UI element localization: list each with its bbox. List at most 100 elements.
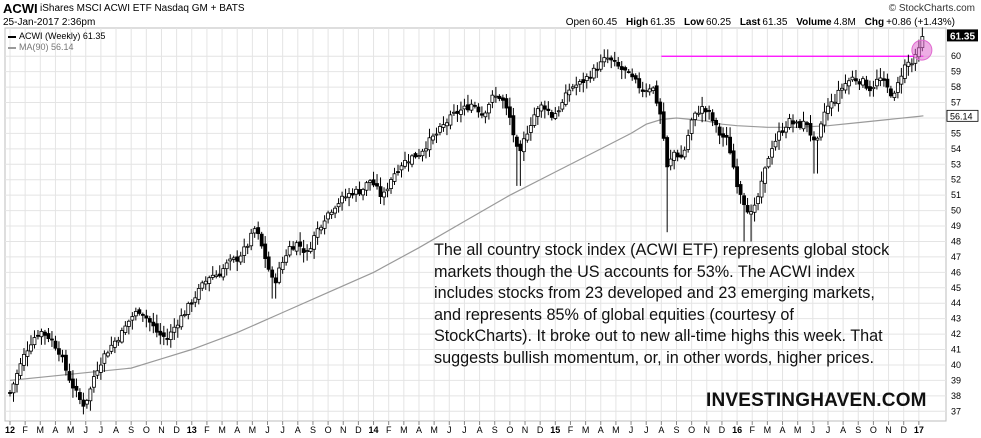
candle-body-up <box>343 196 348 199</box>
x-tick-label: S <box>855 425 861 435</box>
candle <box>189 299 194 312</box>
legend-ma-swatch <box>8 46 16 49</box>
candle <box>294 240 299 256</box>
candle <box>675 149 680 162</box>
x-tick-label: A <box>416 425 422 435</box>
candle <box>459 101 463 123</box>
candle-body-down <box>546 108 551 112</box>
candle-body-up <box>399 165 404 171</box>
candle <box>81 392 86 415</box>
y-tick-label: 42 <box>951 329 961 339</box>
candle-body-up <box>801 120 806 130</box>
candle-body-down <box>588 76 593 79</box>
candle <box>563 84 568 107</box>
candle-body-up <box>448 114 453 126</box>
y-tick-label: 44 <box>951 298 961 308</box>
y-tick-label: 57 <box>951 98 961 108</box>
candle-body-up <box>840 87 844 91</box>
highlight-circle <box>911 39 933 61</box>
candle-body-down <box>675 152 680 158</box>
candle <box>354 186 358 202</box>
candle-body-up <box>438 126 442 133</box>
candle <box>256 221 261 240</box>
candle-body-down <box>738 184 743 195</box>
symbol-description: iShares MSCI ACWI ETF Nasdaq GM + BATS <box>40 3 245 14</box>
ohlc-high-label: High <box>625 17 649 28</box>
candle <box>574 76 579 96</box>
x-tick-label: S <box>673 425 679 435</box>
candle <box>64 349 68 376</box>
candle <box>473 101 477 109</box>
candle-body-down <box>350 193 355 196</box>
candle <box>759 171 764 204</box>
candle-body-up <box>749 211 753 215</box>
candle <box>413 151 418 159</box>
candle <box>168 324 173 348</box>
candle-body-up <box>312 235 317 250</box>
candle <box>728 127 732 155</box>
candle <box>224 259 229 276</box>
candle-body-up <box>238 255 243 263</box>
candle-body-up <box>756 196 760 204</box>
candle <box>308 241 313 254</box>
annotation-line: suggests bullish momentum, or, in other … <box>434 348 874 367</box>
candle-body-up <box>88 388 93 402</box>
candle-body-up <box>535 108 540 117</box>
candle <box>32 330 37 349</box>
candle-body-up <box>577 81 582 85</box>
candle-body-up <box>175 324 180 329</box>
candle-body-up <box>112 340 117 348</box>
candle-body-up <box>553 113 558 119</box>
candle <box>535 105 540 125</box>
candle <box>466 94 470 113</box>
y-tick-label: 47 <box>951 252 961 262</box>
candle-body-down <box>137 309 142 314</box>
candle <box>542 100 547 119</box>
candle <box>780 122 785 136</box>
candle <box>399 162 404 178</box>
x-tick-label: A <box>477 425 483 435</box>
candle <box>74 378 79 398</box>
candle-body-up <box>105 352 110 357</box>
candle-body-up <box>895 82 900 93</box>
candle-body-up <box>403 160 407 167</box>
candle <box>682 146 687 160</box>
candle <box>43 329 47 345</box>
candle <box>133 307 138 321</box>
candle-body-down <box>626 71 631 74</box>
candle <box>885 73 890 93</box>
ohlc-volume-label: Volume <box>796 17 832 28</box>
candle-body-up <box>829 101 834 109</box>
y-tick-label: 58 <box>951 82 961 92</box>
candle <box>875 69 879 90</box>
candle-body-up <box>130 316 135 321</box>
candle <box>147 315 152 332</box>
candle <box>707 105 712 120</box>
annotation-line: and represents 85% of global equities (c… <box>434 305 794 324</box>
candle-body-up <box>689 119 694 134</box>
candle <box>347 187 351 207</box>
last-price-label: 61.35 <box>950 31 975 42</box>
candle <box>490 90 495 109</box>
candle-body-up <box>347 193 351 198</box>
candle-body-down <box>266 256 271 270</box>
candle <box>249 228 254 251</box>
candle-body-up <box>231 257 236 260</box>
y-tick-label: 55 <box>951 128 961 138</box>
candle <box>895 76 900 99</box>
candle-body-down <box>658 101 663 115</box>
candle-body-up <box>459 109 463 115</box>
candle <box>217 265 222 278</box>
y-tick-label: 46 <box>951 267 961 277</box>
candle-body-up <box>525 133 530 141</box>
candle <box>805 121 809 133</box>
candle <box>221 264 226 281</box>
candle <box>280 256 285 274</box>
brand-label: © StockCharts.com <box>888 3 975 14</box>
candle <box>686 129 691 153</box>
candle-body-down <box>595 68 600 71</box>
candle-body-up <box>668 158 673 167</box>
candle <box>626 69 631 74</box>
candle <box>658 98 663 124</box>
